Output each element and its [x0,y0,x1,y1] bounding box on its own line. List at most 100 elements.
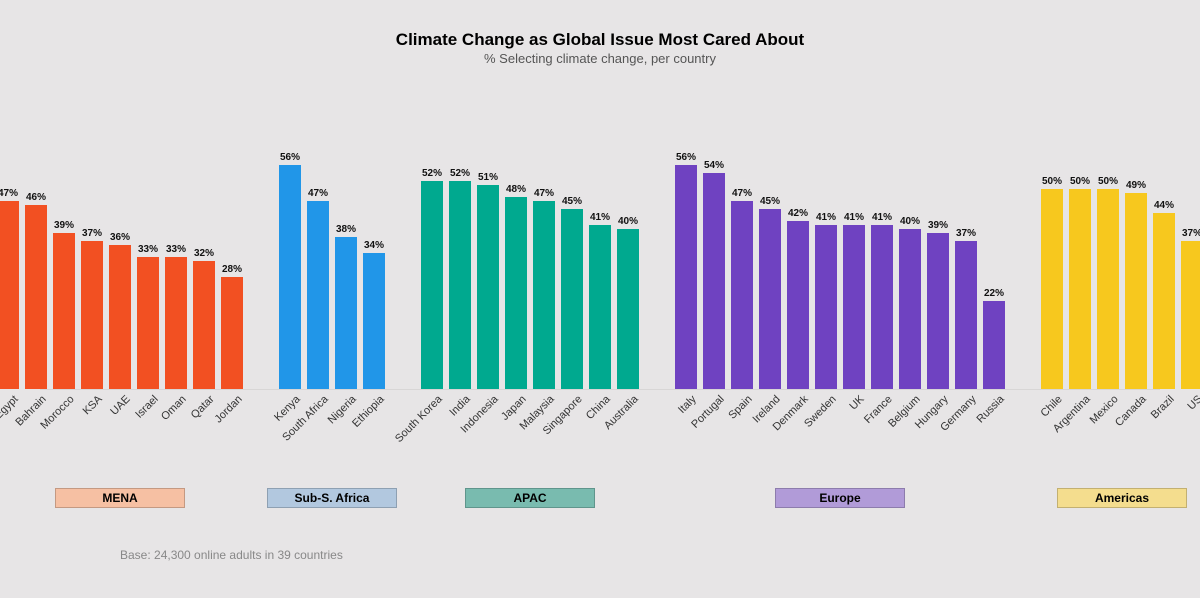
bar-value-label: 47% [0,188,19,199]
bar [193,261,215,389]
bar-wrap: 39%Hungary [927,233,949,389]
bar-value-label: 54% [703,160,725,171]
bar [871,225,893,389]
bar-value-label: 40% [899,216,921,227]
bar-value-label: 56% [675,152,697,163]
bar-value-label: 46% [25,192,47,203]
bar [589,225,611,389]
bar-wrap: 28%Jordan [221,277,243,389]
bar-wrap: 42%Denmark [787,221,809,389]
bar-wrap: 37%KSA [81,241,103,389]
bar-value-label: 38% [335,224,357,235]
legend-item-sub-s-africa: Sub-S. Africa [267,488,397,508]
bar-wrap: 36%UAE [109,245,131,389]
bar-value-label: 33% [137,244,159,255]
bar [81,241,103,389]
bar-wrap: 39%Morocco [53,233,75,389]
bar [533,201,555,389]
bar-wrap: 48%Japan [505,197,527,389]
bar-category-label: Russia [974,393,1006,425]
bar [927,233,949,389]
bar [1041,189,1063,389]
bar-value-label: 32% [193,248,215,259]
bar [279,165,301,389]
bar-value-label: 45% [759,196,781,207]
bar-wrap: 41%China [589,225,611,389]
bar-value-label: 41% [843,212,865,223]
bar-value-label: 50% [1041,176,1063,187]
bar [25,205,47,389]
bar-category-label: KSA [81,393,105,417]
chart-plot-area: 47%Egypt46%Bahrain39%Morocco37%KSA36%UAE… [40,130,1160,390]
bar-wrap: 56%Kenya [279,165,301,389]
bar [899,229,921,389]
bar-wrap: 52%South Korea [421,181,443,389]
bar [759,209,781,389]
bar-value-label: 33% [165,244,187,255]
bar [1069,189,1091,389]
bar-value-label: 47% [533,188,555,199]
bar [505,197,527,389]
bar-wrap: 47%Malaysia [533,201,555,389]
bar-wrap: 50%Argentina [1069,189,1091,389]
bar-wrap: 32%Qatar [193,261,215,389]
bar-value-label: 51% [477,172,499,183]
bar [53,233,75,389]
bar-value-label: 28% [221,264,243,275]
region-group-apac: 52%South Korea52%India51%Indonesia48%Jap… [421,130,639,389]
bar [165,257,187,389]
bar-value-label: 48% [505,184,527,195]
bar-value-label: 45% [561,196,583,207]
bar [109,245,131,389]
bar [1153,213,1175,389]
bar-value-label: 41% [589,212,611,223]
bar-value-label: 36% [109,232,131,243]
bar [955,241,977,389]
bar [137,257,159,389]
bar-wrap: 33%Israel [137,257,159,389]
bar [335,237,357,389]
bar-category-label: US [1185,393,1200,412]
bar-value-label: 37% [81,228,103,239]
bar-wrap: 38%Nigeria [335,237,357,389]
bar-wrap: 54%Portugal [703,173,725,389]
bar-value-label: 34% [363,240,385,251]
legend-item-apac: APAC [465,488,595,508]
chart-footnote: Base: 24,300 online adults in 39 countri… [120,548,343,562]
bar-value-label: 41% [871,212,893,223]
bar-value-label: 44% [1153,200,1175,211]
bar-value-label: 49% [1125,180,1147,191]
bar-wrap: 50%Chile [1041,189,1063,389]
bar-value-label: 42% [787,208,809,219]
bar-value-label: 50% [1097,176,1119,187]
bar-value-label: 56% [279,152,301,163]
region-group-sub-s-africa: 56%Kenya47%South Africa38%Nigeria34%Ethi… [279,130,385,389]
bar [1097,189,1119,389]
region-group-mena: 47%Egypt46%Bahrain39%Morocco37%KSA36%UAE… [0,130,243,389]
bar-wrap: 34%Ethiopia [363,253,385,389]
bar-wrap: 45%Ireland [759,209,781,389]
bar [731,201,753,389]
legend-item-europe: Europe [775,488,905,508]
bar [1125,193,1147,389]
bar-category-label: UK [847,393,866,412]
bar-value-label: 37% [1181,228,1200,239]
bar [703,173,725,389]
bar-value-label: 39% [53,220,75,231]
bar-value-label: 40% [617,216,639,227]
bar-wrap: 45%Singapore [561,209,583,389]
bar-category-label: Brazil [1149,393,1177,421]
bar [421,181,443,389]
bar-wrap: 52%India [449,181,471,389]
bar [617,229,639,389]
bar-wrap: 49%Canada [1125,193,1147,389]
bar-value-label: 52% [421,168,443,179]
bar [983,301,1005,389]
bar-value-label: 41% [815,212,837,223]
bar-wrap: 22%Russia [983,301,1005,389]
bar-category-label: Israel [133,393,161,421]
bar-wrap: 41%Sweden [815,225,837,389]
bar-wrap: 47%Spain [731,201,753,389]
bar-wrap: 40%Belgium [899,229,921,389]
bar-value-label: 37% [955,228,977,239]
